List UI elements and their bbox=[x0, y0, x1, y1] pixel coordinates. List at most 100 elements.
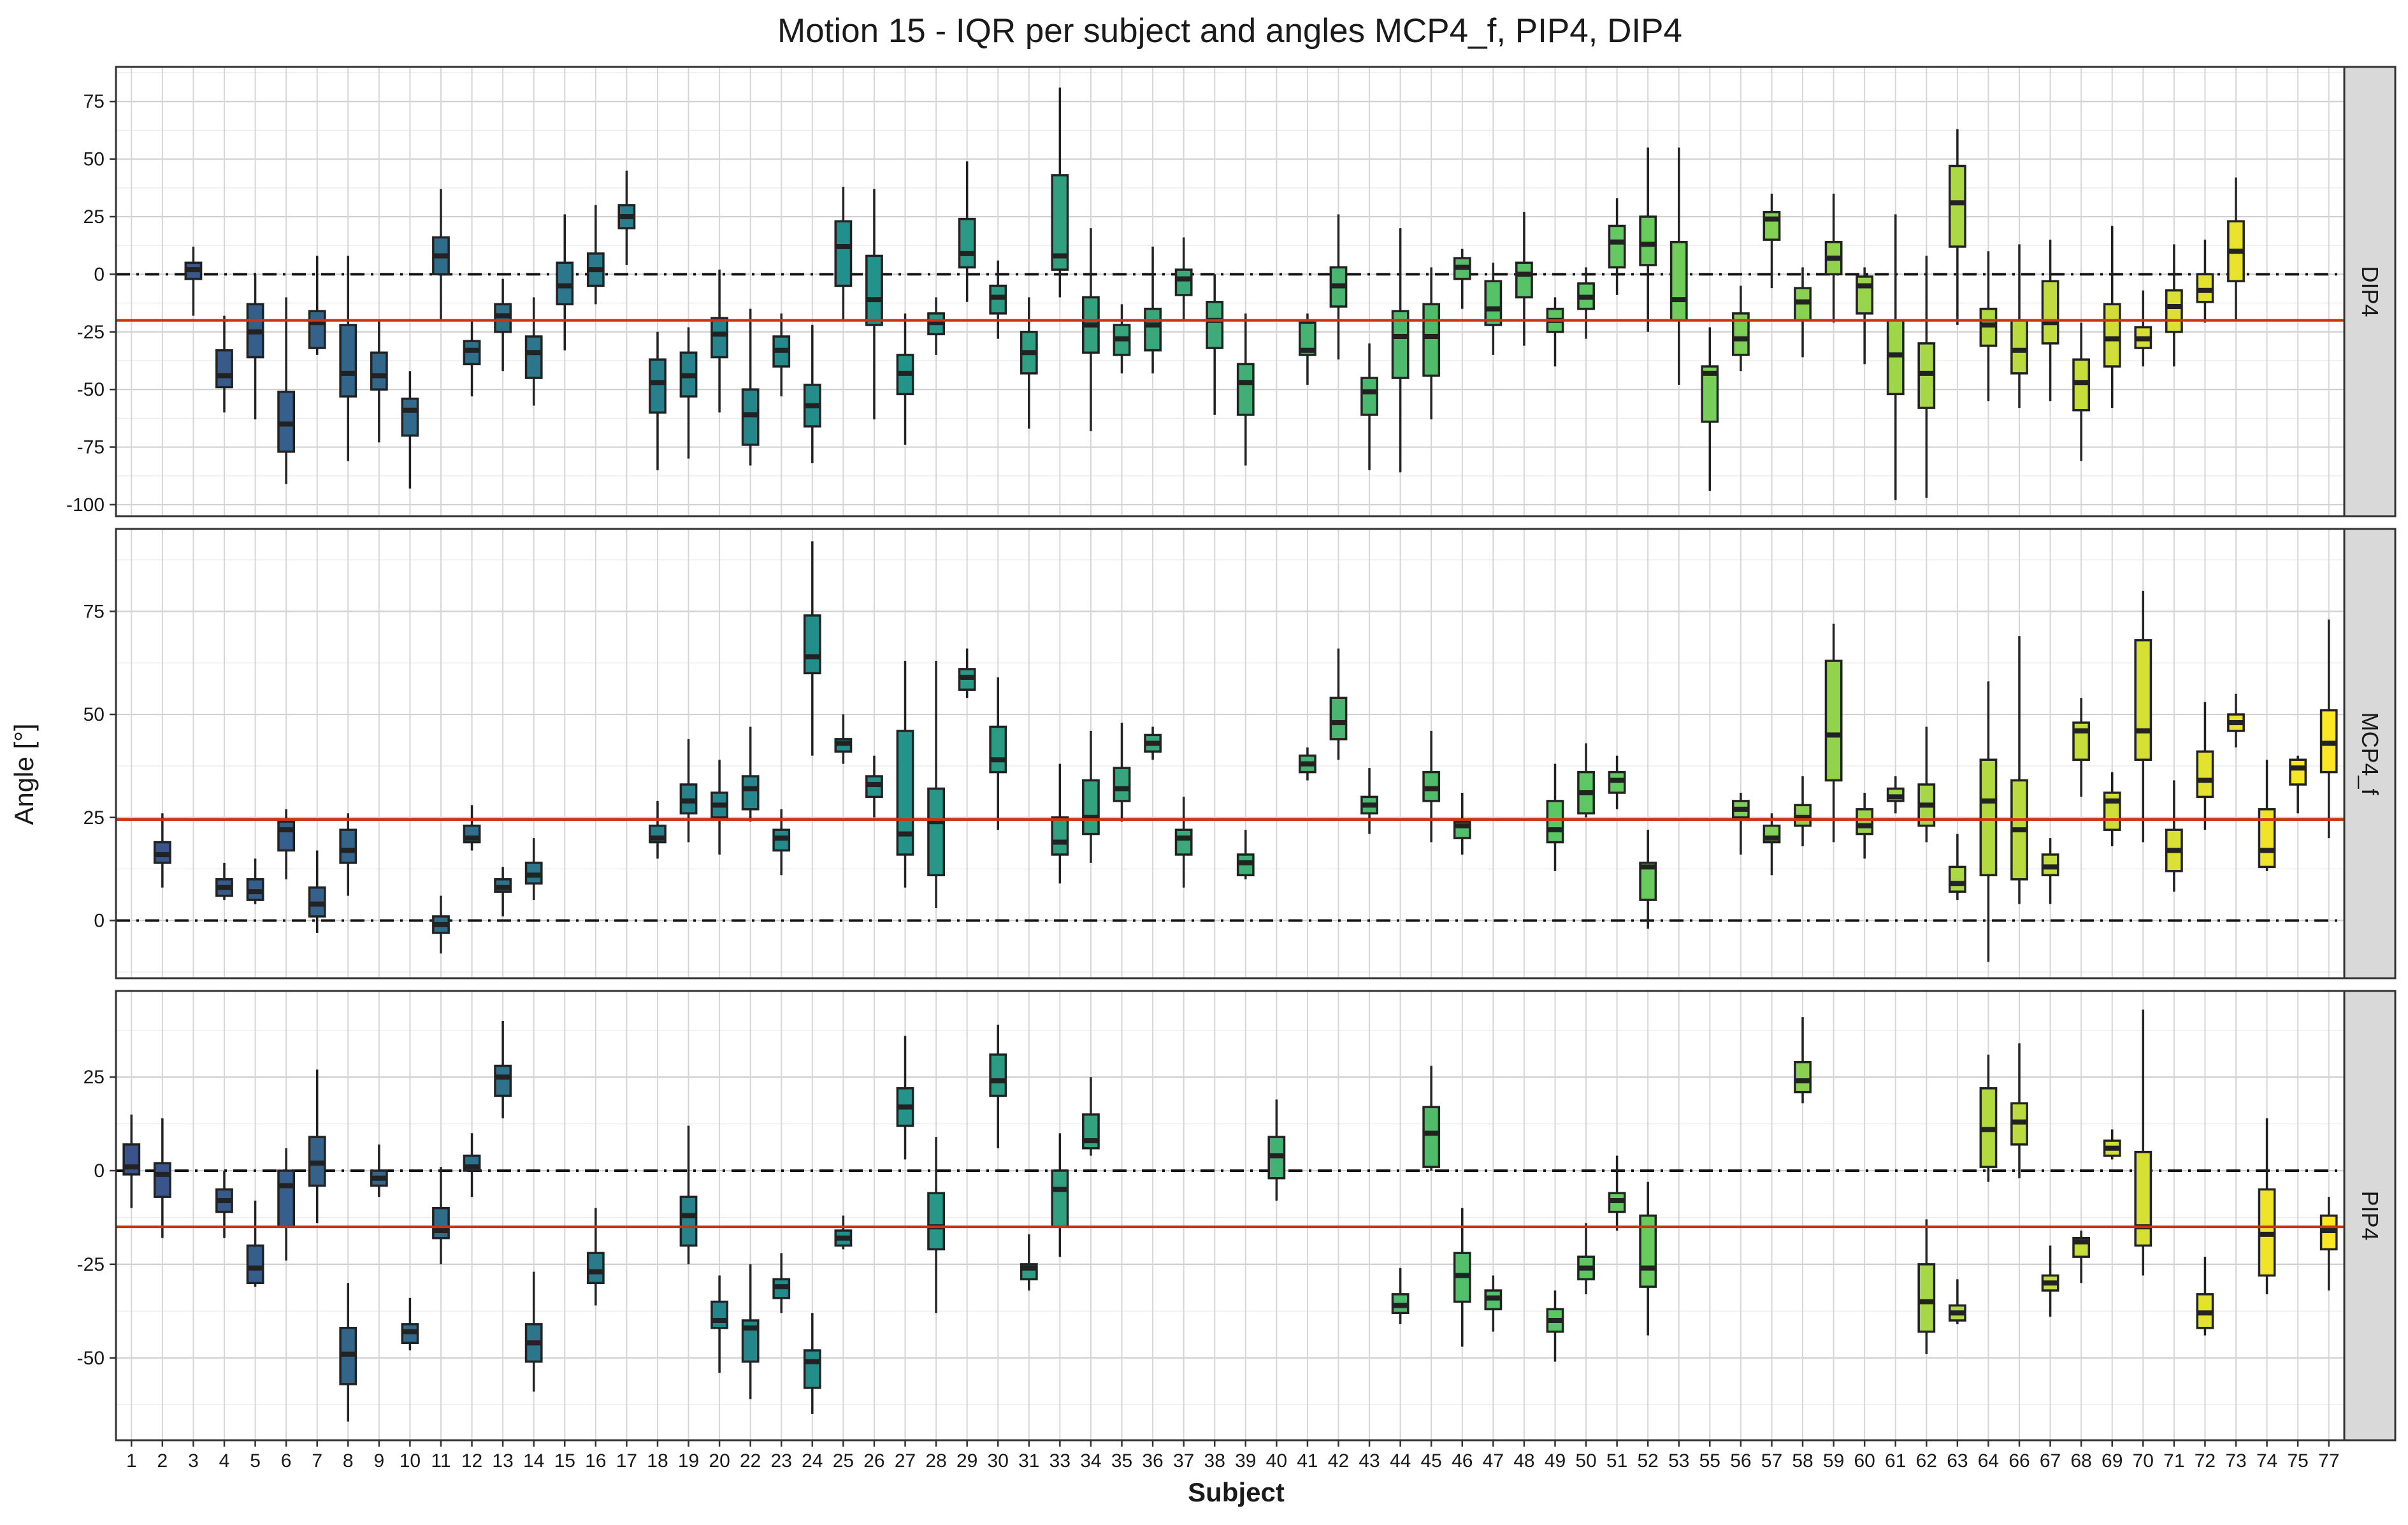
iqr-box bbox=[2103, 303, 2121, 368]
x-tick-label: 44 bbox=[1390, 1450, 1411, 1471]
box-subject-55 bbox=[1701, 327, 1719, 491]
x-tick-label: 50 bbox=[1575, 1450, 1596, 1471]
box-subject-68 bbox=[2072, 698, 2091, 797]
box-subject-16 bbox=[586, 1208, 605, 1306]
x-tick-label: 29 bbox=[956, 1450, 977, 1471]
box-subject-20 bbox=[710, 1275, 728, 1373]
x-tick-label: 77 bbox=[2318, 1450, 2339, 1471]
x-axis-title: Subject bbox=[1188, 1477, 1285, 1507]
iqr-box bbox=[741, 775, 760, 811]
x-tick-label: 66 bbox=[2008, 1450, 2029, 1471]
box-subject-33 bbox=[1051, 763, 1069, 884]
iqr-box bbox=[1174, 828, 1193, 856]
box-subject-26 bbox=[865, 189, 883, 420]
box-subject-13 bbox=[494, 1021, 512, 1118]
x-tick-label: 62 bbox=[1916, 1450, 1937, 1471]
box-subject-35 bbox=[1113, 722, 1131, 822]
x-tick-label: 74 bbox=[2256, 1450, 2277, 1471]
x-tick-label: 45 bbox=[1421, 1450, 1442, 1471]
box-subject-72 bbox=[2196, 1257, 2214, 1336]
box-subject-9 bbox=[370, 1144, 388, 1197]
iqr-box bbox=[339, 828, 357, 864]
iqr-box bbox=[1856, 275, 1874, 315]
iqr-box bbox=[803, 614, 821, 675]
iqr-box bbox=[649, 358, 667, 414]
box-subject-24 bbox=[803, 541, 821, 756]
box-subject-68 bbox=[2072, 1231, 2091, 1283]
box-subject-70 bbox=[2134, 290, 2152, 366]
x-tick-label: 75 bbox=[2287, 1450, 2308, 1471]
iqr-box bbox=[1206, 301, 1224, 349]
iqr-box bbox=[1763, 211, 1781, 241]
iqr-box bbox=[2041, 280, 2059, 345]
box-subject-25 bbox=[834, 187, 853, 321]
box-subject-22 bbox=[741, 726, 760, 822]
x-tick-label: 63 bbox=[1947, 1450, 1968, 1471]
iqr-box bbox=[1329, 697, 1348, 741]
x-tick-label: 6 bbox=[281, 1450, 292, 1471]
box-subject-20 bbox=[710, 760, 728, 855]
iqr-box bbox=[1669, 241, 1688, 322]
iqr-box bbox=[2072, 721, 2091, 761]
x-tick-label: 47 bbox=[1483, 1450, 1504, 1471]
iqr-box bbox=[989, 725, 1007, 774]
box-subject-27 bbox=[896, 313, 914, 445]
strip-label: PIP4 bbox=[2357, 1190, 2383, 1240]
box-subject-61 bbox=[1886, 214, 1905, 500]
box-subject-35 bbox=[1113, 304, 1131, 373]
x-tick-label: 1 bbox=[126, 1450, 137, 1471]
x-tick-label: 61 bbox=[1885, 1450, 1906, 1471]
y-tick-label: -100 bbox=[66, 495, 105, 516]
box-subject-5 bbox=[246, 858, 264, 904]
chart-title: Motion 15 - IQR per subject and angles M… bbox=[777, 12, 1682, 50]
box-subject-45 bbox=[1422, 730, 1441, 842]
box-subject-72 bbox=[2196, 240, 2214, 323]
box-subject-46 bbox=[1453, 1208, 1471, 1347]
box-subject-51 bbox=[1608, 755, 1626, 809]
box-subject-15 bbox=[556, 214, 574, 351]
x-tick-label: 25 bbox=[833, 1450, 854, 1471]
x-tick-label: 40 bbox=[1266, 1450, 1287, 1471]
x-tick-label: 69 bbox=[2102, 1450, 2123, 1471]
box-subject-12 bbox=[463, 1133, 481, 1197]
iqr-box bbox=[1360, 377, 1378, 416]
box-subject-37 bbox=[1174, 237, 1193, 321]
iqr-box bbox=[308, 310, 326, 349]
box-subject-40 bbox=[1267, 1099, 1286, 1201]
x-tick-label: 9 bbox=[373, 1450, 384, 1471]
iqr-box bbox=[1856, 808, 1874, 835]
iqr-box bbox=[1948, 865, 1966, 893]
x-tick-label: 14 bbox=[523, 1450, 544, 1471]
box-subject-14 bbox=[524, 838, 543, 900]
iqr-box bbox=[1113, 767, 1131, 802]
x-tick-label: 24 bbox=[802, 1450, 823, 1471]
box-subject-69 bbox=[2103, 1129, 2121, 1160]
box-subject-57 bbox=[1763, 813, 1781, 876]
strip-label: DIP4 bbox=[2357, 266, 2383, 317]
iqr-box bbox=[679, 1196, 698, 1247]
box-subject-25 bbox=[834, 714, 853, 764]
iqr-box bbox=[339, 324, 357, 398]
box-subject-34 bbox=[1082, 228, 1100, 431]
x-tick-label: 52 bbox=[1638, 1450, 1659, 1471]
box-subject-50 bbox=[1577, 743, 1595, 818]
box-subject-50 bbox=[1577, 267, 1595, 339]
box-subject-26 bbox=[865, 755, 883, 818]
box-subject-6 bbox=[277, 297, 296, 484]
x-tick-label: 10 bbox=[400, 1450, 421, 1471]
iqr-box bbox=[1917, 1263, 1936, 1333]
box-subject-53 bbox=[1669, 147, 1688, 385]
iqr-box bbox=[2010, 319, 2028, 375]
x-tick-label: 64 bbox=[1978, 1450, 1999, 1471]
box-subject-49 bbox=[1546, 1290, 1564, 1362]
panel-pip4: -50 -25 0 25 PIP4 bbox=[77, 990, 2397, 1442]
y-tick-label: 25 bbox=[83, 1067, 105, 1088]
panels-layer: -100 -75 -50 -25 0 25 50 75 DIP4 0 25 50 75 MCP4_f -50… bbox=[66, 66, 2397, 1442]
box-subject-23 bbox=[772, 1253, 791, 1313]
iqr-box bbox=[2165, 289, 2183, 333]
box-subject-14 bbox=[524, 1271, 543, 1392]
iqr-box bbox=[1639, 215, 1657, 266]
box-subject-19 bbox=[679, 1125, 698, 1264]
box-subject-67 bbox=[2041, 838, 2059, 904]
